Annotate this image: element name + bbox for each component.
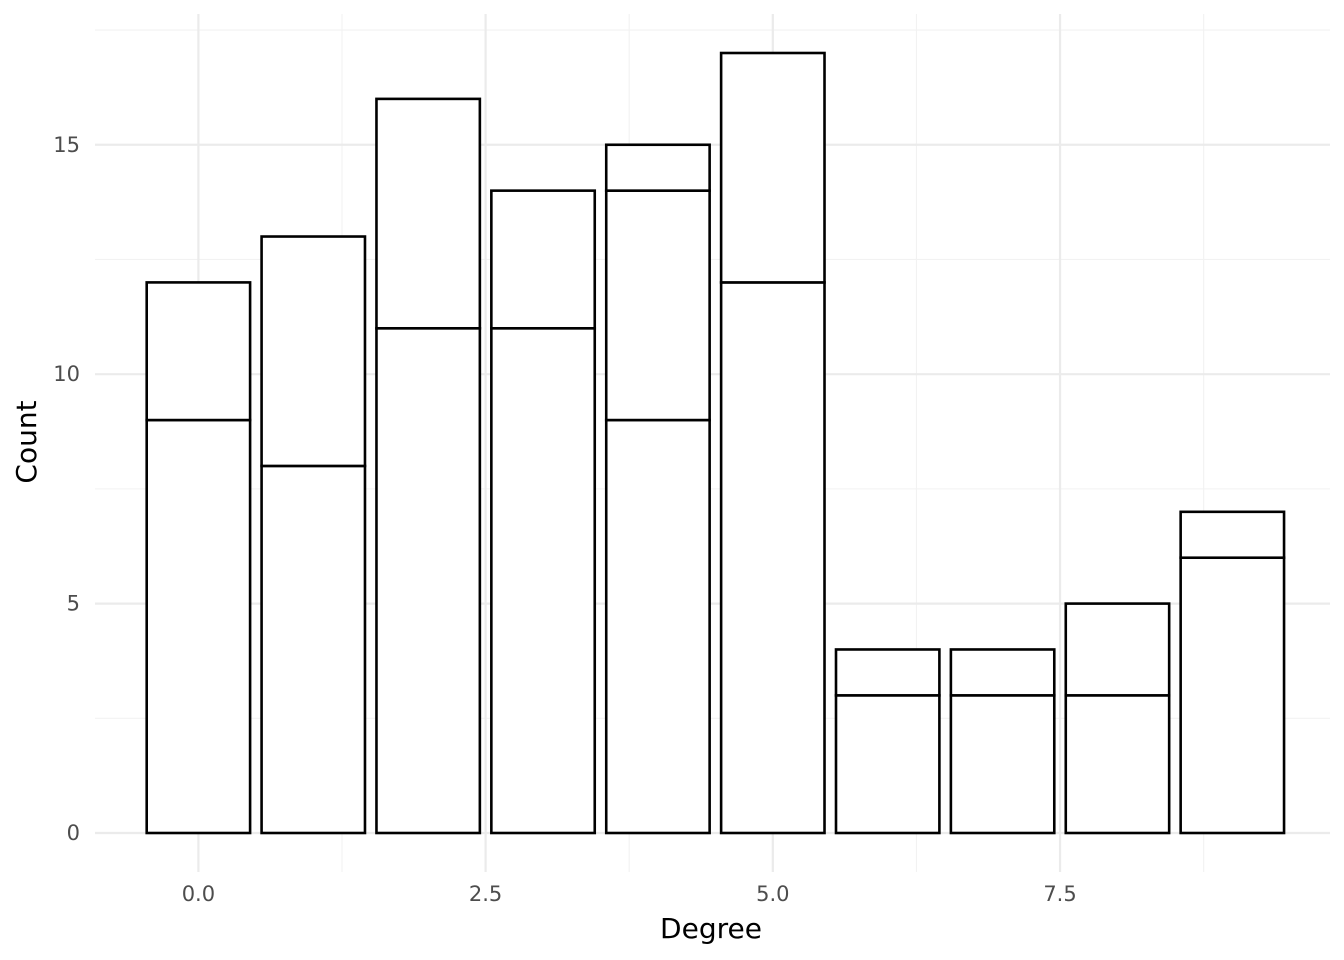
x-tick-label-3: 7.5 [1043,882,1076,906]
x-axis-title: Degree [660,912,762,945]
bar-7-segment-1 [949,648,1056,697]
bar-9-segment-1 [1179,510,1286,560]
y-tick-label-1: 5 [67,592,80,616]
bar-9-segment-0 [1179,556,1286,835]
bar-6-segment-0 [834,694,941,835]
y-tick-label-0: 0 [67,821,80,845]
bar-0-segment-1 [145,281,252,422]
bar-5-segment-1 [719,51,826,284]
bar-8-segment-1 [1064,602,1171,697]
bar-0-segment-0 [145,418,252,835]
bar-2-segment-0 [375,326,482,835]
y-tick-label-2: 10 [53,362,80,386]
bar-2-segment-1 [375,97,482,330]
bars [145,51,1286,835]
y-tick-label-3: 15 [53,133,80,157]
bar-7-segment-0 [949,694,1056,835]
bar-3-segment-1 [490,189,597,330]
bar-5-segment-0 [719,281,826,835]
x-tick-label-0: 0.0 [182,882,215,906]
bar-1-segment-1 [260,235,367,468]
x-tick-label-2: 5.0 [756,882,789,906]
y-axis-title: Count [10,400,43,483]
x-tick-labels: 0.0 2.5 5.0 7.5 [182,882,1077,906]
bar-8-segment-0 [1064,694,1171,835]
bar-3-segment-0 [490,326,597,835]
bar-4-segment-2 [604,143,711,192]
bar-4-segment-1 [604,189,711,422]
x-tick-label-1: 2.5 [469,882,502,906]
bar-4-segment-0 [604,418,711,835]
bar-1-segment-0 [260,464,367,835]
y-tick-labels: 0 5 10 15 [53,133,80,845]
bar-6-segment-1 [834,648,941,697]
